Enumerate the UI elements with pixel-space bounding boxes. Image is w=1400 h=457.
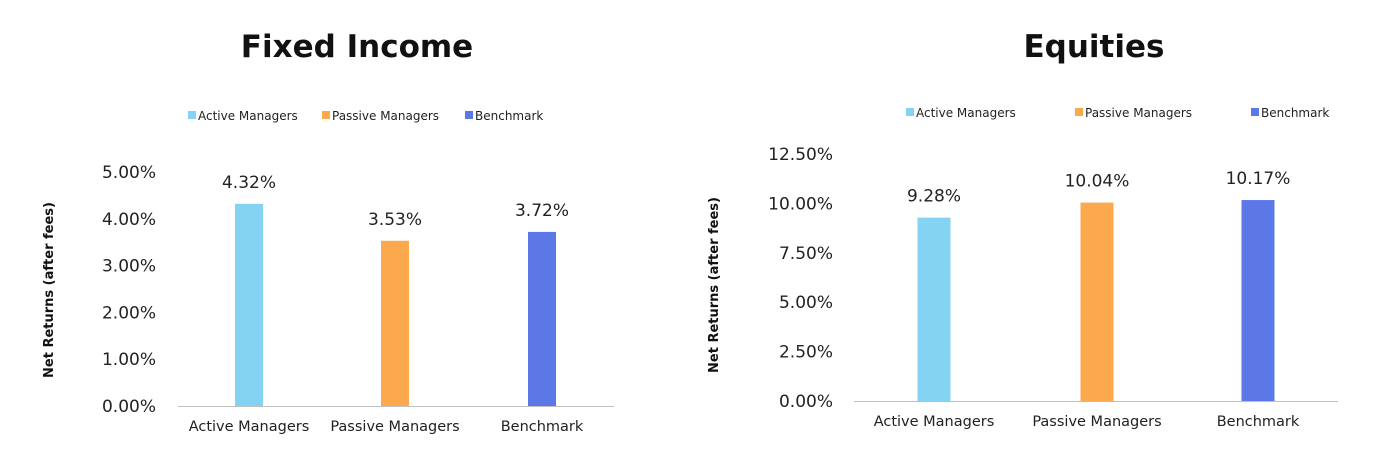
legend-label-benchmark: Benchmark <box>1261 106 1329 120</box>
y-tick-label: 5.00% <box>102 163 156 183</box>
x-axis-categories: Active Managers Passive Managers Benchmark <box>874 414 1300 430</box>
data-label-active-managers: 4.32% <box>222 173 276 193</box>
y-tick-label: 10.00% <box>768 194 833 214</box>
legend-swatch-active-managers <box>906 108 914 116</box>
y-axis-label: Net Returns (after fees) <box>42 202 57 378</box>
x-tick-label-active-managers: Active Managers <box>874 414 995 430</box>
x-tick-label-passive-managers: Passive Managers <box>1032 414 1161 430</box>
chart-title: Fixed Income <box>241 29 473 65</box>
bar-active-managers <box>235 203 263 406</box>
y-axis-ticks: 0.00% 2.50% 5.00% 7.50% 10.00% 12.50% <box>768 145 833 412</box>
y-tick-label: 2.50% <box>779 343 833 363</box>
y-tick-label: 0.00% <box>779 392 833 412</box>
legend: Active Managers Passive Managers Benchma… <box>906 106 1329 120</box>
y-tick-label: 5.00% <box>779 293 833 313</box>
data-label-passive-managers: 3.53% <box>368 210 422 230</box>
y-tick-label: 4.00% <box>102 210 156 230</box>
legend-label-active-managers: Active Managers <box>916 106 1016 120</box>
bar-active-managers <box>917 217 951 401</box>
bar-passive-managers <box>1080 202 1114 401</box>
bars <box>917 200 1275 401</box>
y-tick-label: 1.00% <box>102 350 156 370</box>
legend-swatch-active-managers <box>188 111 196 119</box>
legend-label-passive-managers: Passive Managers <box>1085 106 1192 120</box>
bars <box>235 203 556 406</box>
legend-swatch-passive-managers <box>1075 108 1083 116</box>
x-tick-label-active-managers: Active Managers <box>189 419 310 435</box>
data-label-passive-managers: 10.04% <box>1065 172 1130 192</box>
y-axis-label: Net Returns (after fees) <box>707 197 722 373</box>
data-label-benchmark: 3.72% <box>515 201 569 221</box>
x-tick-label-benchmark: Benchmark <box>501 419 584 435</box>
x-tick-label-benchmark: Benchmark <box>1217 414 1300 430</box>
data-label-benchmark: 10.17% <box>1226 169 1291 189</box>
legend-swatch-passive-managers <box>322 111 330 119</box>
legend: Active Managers Passive Managers Benchma… <box>188 109 543 123</box>
data-labels: 4.32% 3.53% 3.72% <box>222 173 569 230</box>
bar-benchmark <box>1241 200 1275 401</box>
y-tick-label: 12.50% <box>768 145 833 165</box>
fixed-income-chart: Fixed Income Active Managers Passive Man… <box>42 29 614 435</box>
data-labels: 9.28% 10.04% 10.17% <box>907 169 1290 207</box>
legend-swatch-benchmark <box>1251 108 1259 116</box>
data-label-active-managers: 9.28% <box>907 187 961 207</box>
bar-benchmark <box>528 231 556 406</box>
equities-chart: Equities Active Managers Passive Manager… <box>707 29 1338 430</box>
x-tick-label-passive-managers: Passive Managers <box>330 419 459 435</box>
legend-label-passive-managers: Passive Managers <box>332 109 439 123</box>
y-tick-label: 2.00% <box>102 303 156 323</box>
chart-title: Equities <box>1024 29 1165 65</box>
legend-swatch-benchmark <box>465 111 473 119</box>
x-axis-categories: Active Managers Passive Managers Benchmark <box>189 419 584 435</box>
y-tick-label: 3.00% <box>102 257 156 277</box>
y-tick-label: 7.50% <box>779 244 833 264</box>
legend-label-benchmark: Benchmark <box>475 109 543 123</box>
y-tick-label: 0.00% <box>102 397 156 417</box>
bar-passive-managers <box>381 240 409 406</box>
y-axis-ticks: 0.00% 1.00% 2.00% 3.00% 4.00% 5.00% <box>102 163 156 417</box>
legend-label-active-managers: Active Managers <box>198 109 298 123</box>
